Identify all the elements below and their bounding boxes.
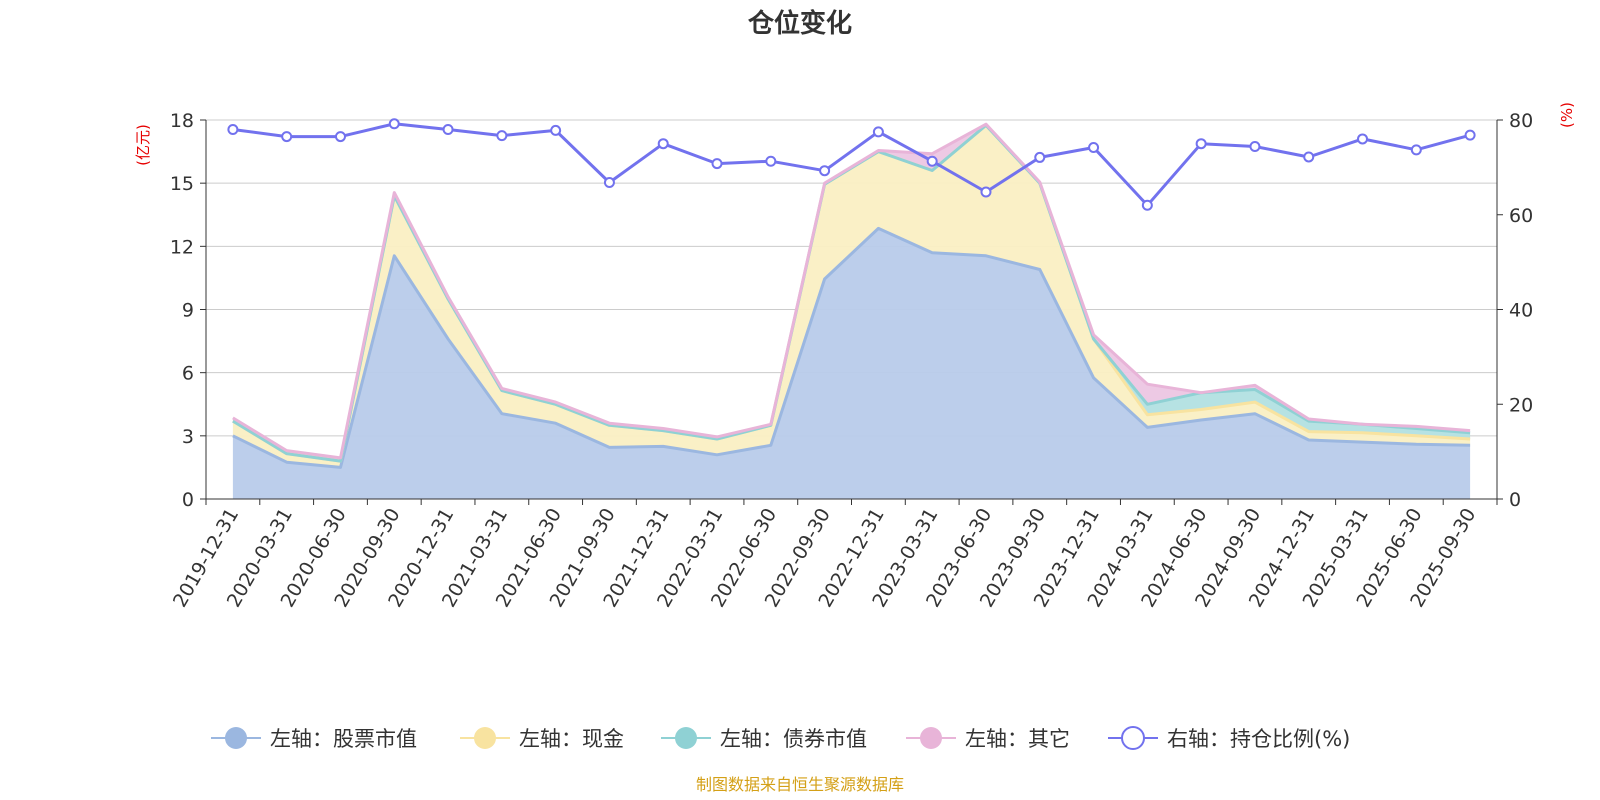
- legend-label: 右轴：持仓比例(%): [1167, 727, 1350, 751]
- legend-marker: [474, 727, 496, 749]
- ratio-point: [657, 138, 669, 150]
- right-axis-unit: (%): [1558, 102, 1576, 128]
- ratio-point: [1088, 141, 1100, 153]
- ratio-point: [711, 158, 723, 170]
- ratio-point: [765, 155, 777, 167]
- legend-label: 左轴：其它: [965, 727, 1070, 751]
- ratio-point: [980, 186, 992, 198]
- legend-marker: [675, 727, 697, 749]
- chart-title: 仓位变化: [747, 8, 852, 39]
- ratio-point: [496, 130, 508, 142]
- legend-label: 左轴：股票市值: [270, 727, 417, 751]
- legend-marker: [225, 727, 247, 749]
- ratio-point: [1357, 133, 1369, 145]
- right-tick-label: 40: [1509, 300, 1533, 322]
- ratio-point: [334, 131, 346, 143]
- ratio-point: [281, 131, 293, 143]
- left-tick-label: 3: [182, 426, 194, 448]
- ratio-point: [1141, 199, 1153, 211]
- left-tick-label: 15: [170, 173, 194, 195]
- ratio-point: [1410, 144, 1422, 156]
- left-tick-label: 0: [182, 489, 194, 511]
- left-tick-label: 6: [182, 363, 194, 385]
- left-axis-unit: (亿元): [134, 124, 152, 166]
- area-series: [232, 124, 1471, 499]
- area-左轴：股票市值: [232, 228, 1471, 499]
- ratio-point: [603, 177, 615, 189]
- data-source-note: 制图数据来自恒生聚源数据库: [696, 775, 904, 794]
- line-左轴：股票市值: [232, 226, 1471, 469]
- left-tick-label: 9: [182, 300, 194, 322]
- ratio-point: [926, 155, 938, 167]
- ratio-point: [388, 118, 400, 130]
- left-tick-label: 18: [170, 110, 194, 132]
- ratio-point: [819, 165, 831, 177]
- ratio-point: [550, 124, 562, 136]
- line-ratio: [232, 122, 1471, 207]
- ratio-point: [1464, 129, 1476, 141]
- left-tick-label: 12: [170, 236, 194, 258]
- ratio-point: [227, 123, 239, 135]
- ratio-point: [872, 126, 884, 138]
- line-左轴：其它: [232, 122, 1471, 460]
- ratio-point: [1195, 138, 1207, 150]
- ratio-point: [442, 123, 454, 135]
- right-tick-label: 0: [1509, 489, 1521, 511]
- ratio-point: [1303, 151, 1315, 163]
- legend-marker: [920, 727, 942, 749]
- ratio-point: [1034, 151, 1046, 163]
- right-tick-label: 60: [1509, 205, 1533, 227]
- right-tick-label: 20: [1509, 394, 1533, 416]
- line-series: [232, 122, 1471, 469]
- legend-label: 左轴：债券市值: [720, 727, 867, 751]
- legend-marker: [1121, 726, 1145, 750]
- ratio-points: [227, 118, 1476, 211]
- right-tick-label: 80: [1509, 110, 1533, 132]
- legend: 左轴：股票市值 左轴：现金 左轴：债券市值 左轴：其它 右轴：持仓比例(%): [211, 726, 1350, 751]
- area-左轴：债券市值: [232, 125, 1471, 462]
- ratio-point: [1249, 141, 1261, 153]
- legend-label: 左轴：现金: [519, 727, 624, 751]
